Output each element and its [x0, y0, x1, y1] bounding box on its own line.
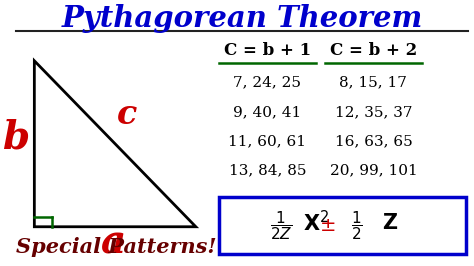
Text: C = b + 1: C = b + 1 [224, 42, 311, 59]
Text: 9, 40, 41: 9, 40, 41 [233, 105, 301, 119]
Text: 12, 35, 37: 12, 35, 37 [335, 105, 412, 119]
Text: $\dfrac{1}{2Z}$: $\dfrac{1}{2Z}$ [270, 209, 292, 242]
Text: 11, 60, 61: 11, 60, 61 [228, 134, 306, 148]
Text: Special Patterns!: Special Patterns! [16, 237, 217, 257]
Text: a: a [100, 223, 126, 261]
Text: C = b + 2: C = b + 2 [330, 42, 417, 59]
Text: $\mathbf{Z}$: $\mathbf{Z}$ [382, 213, 398, 233]
Text: b: b [2, 118, 29, 156]
Text: c: c [117, 98, 137, 131]
Text: 20, 99, 101: 20, 99, 101 [329, 164, 417, 178]
Text: 8, 15, 17: 8, 15, 17 [339, 76, 407, 89]
Text: $\pm$: $\pm$ [319, 216, 336, 235]
FancyBboxPatch shape [219, 197, 465, 253]
Text: Pythagorean Theorem: Pythagorean Theorem [61, 4, 423, 33]
Text: $\dfrac{1}{2}$: $\dfrac{1}{2}$ [351, 209, 363, 242]
Text: 13, 84, 85: 13, 84, 85 [228, 164, 306, 178]
Text: 7, 24, 25: 7, 24, 25 [233, 76, 301, 89]
Text: 16, 63, 65: 16, 63, 65 [335, 134, 412, 148]
Text: $\mathbf{X}^2$: $\mathbf{X}^2$ [303, 210, 329, 235]
